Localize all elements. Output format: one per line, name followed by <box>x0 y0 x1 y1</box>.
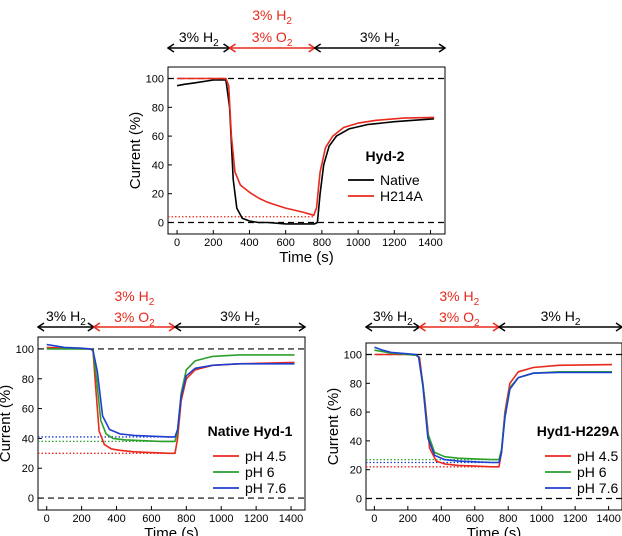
chart-panel-hyd2: 3% H23% H23% O2 3% H20 200 400 600 800 1000 120… <box>127 7 447 266</box>
x-tick-label: 1000 <box>346 237 370 249</box>
y-tick-label: 100 <box>344 350 362 362</box>
phase-label-2: 3% H2 <box>360 29 400 49</box>
phase-label2-1: 3% O2 <box>252 29 293 49</box>
legend-label: Native <box>380 172 420 188</box>
x-tick-label: 1000 <box>529 513 553 525</box>
x-tick-label: 1000 <box>209 513 233 525</box>
phase-arrowhead-right-2 <box>438 43 447 53</box>
phase-arrowhead-left-2 <box>497 322 506 332</box>
x-tick-label: 400 <box>107 513 125 525</box>
x-axis-label: Time (s) <box>279 249 333 266</box>
x-tick-label: 0 <box>174 237 180 249</box>
plot-frame <box>37 336 306 511</box>
x-tick-label: 1200 <box>244 513 268 525</box>
phase-arrowhead-left-0 <box>36 322 45 332</box>
x-tick-label: 1200 <box>382 237 406 249</box>
series-line-ph-6 <box>374 349 612 461</box>
x-tick-label: 0 <box>44 513 50 525</box>
y-tick-label: 40 <box>152 160 164 172</box>
y-tick-label: 20 <box>152 189 164 201</box>
phase-label-2: 3% H2 <box>220 308 260 328</box>
x-tick-label: 800 <box>177 513 195 525</box>
phase-arrowhead-left-1 <box>92 322 101 332</box>
legend-label: pH 4.5 <box>577 448 618 464</box>
y-tick-label: 0 <box>158 217 164 229</box>
series-line-ph-7.6 <box>374 346 612 464</box>
legend-label: pH 6 <box>245 464 275 480</box>
series-line-ph-7.6 <box>46 343 295 438</box>
y-axis-label: Current (%) <box>325 388 342 466</box>
legend-label: pH 6 <box>577 464 607 480</box>
chart-title: Hyd-2 <box>366 148 405 164</box>
phase-arrowhead-left-2 <box>313 43 322 53</box>
phase-arrowhead-left-1 <box>418 322 426 332</box>
phase-arrowhead-right-2 <box>615 322 622 332</box>
phase-arrowhead-left-1 <box>228 43 236 53</box>
chart-panel-hyd1_h229a: 3% H23% H23% O2 3% H20 200 400 600 800 1000 120… <box>325 288 622 536</box>
phase-label-2: 3% H2 <box>541 308 581 328</box>
phase-label-1: 3% H2 <box>115 288 155 308</box>
phase-label2-1: 3% O2 <box>439 309 480 329</box>
y-tick-label: 0 <box>28 493 34 505</box>
y-tick-label: 0 <box>356 493 362 505</box>
phase-arrowhead-left-0 <box>166 43 175 53</box>
x-tick-label: 600 <box>466 513 484 525</box>
plot-frame <box>167 66 446 235</box>
phase-label2-1: 3% O2 <box>114 309 155 329</box>
phase-label-0: 3% H2 <box>179 29 219 49</box>
series-line-h214a <box>177 77 435 217</box>
chart-title: Native Hyd-1 <box>208 423 293 439</box>
phase-arrowhead-right-2 <box>298 322 307 332</box>
series-line-native <box>176 79 435 225</box>
y-tick-label: 40 <box>22 433 34 445</box>
y-tick-label: 80 <box>152 102 164 114</box>
plot-frame <box>365 342 622 511</box>
legend-label: pH 7.6 <box>245 480 286 496</box>
x-tick-label: 800 <box>499 513 517 525</box>
phase-label-0: 3% H2 <box>46 308 86 328</box>
y-tick-label: 20 <box>350 465 362 477</box>
x-axis-label: Time (s) <box>467 525 521 536</box>
x-tick-label: 200 <box>204 237 222 249</box>
x-tick-label: 200 <box>399 513 417 525</box>
y-tick-label: 100 <box>146 74 164 86</box>
x-tick-label: 1200 <box>563 513 587 525</box>
y-tick-label: 60 <box>22 404 34 416</box>
x-tick-label: 1400 <box>596 513 620 525</box>
x-tick-label: 200 <box>72 513 90 525</box>
y-tick-label: 100 <box>16 344 34 356</box>
legend-label: pH 4.5 <box>245 448 286 464</box>
x-tick-label: 600 <box>142 513 160 525</box>
y-tick-label: 20 <box>22 463 34 475</box>
x-tick-label: 0 <box>371 513 377 525</box>
x-tick-label: 1400 <box>279 513 303 525</box>
y-tick-label: 40 <box>350 436 362 448</box>
y-axis-label: Current (%) <box>127 112 144 190</box>
chart-panel-native_hyd1: 3% H23% H23% O2 3% H20 200 400 600 800 1000 120… <box>0 288 307 536</box>
x-tick-label: 400 <box>432 513 450 525</box>
x-axis-label: Time (s) <box>144 525 198 536</box>
y-tick-label: 60 <box>152 131 164 143</box>
x-tick-label: 800 <box>313 237 331 249</box>
x-tick-label: 600 <box>277 237 295 249</box>
y-tick-label: 60 <box>350 407 362 419</box>
phase-arrowhead-left-0 <box>364 322 373 332</box>
phase-label-0: 3% H2 <box>373 308 413 328</box>
phase-arrowhead-left-2 <box>173 322 182 332</box>
y-tick-label: 80 <box>22 374 34 386</box>
y-tick-label: 80 <box>350 378 362 390</box>
legend-label: H214A <box>380 188 423 204</box>
chart-title: Hyd1-H229A <box>537 423 619 439</box>
phase-label-1: 3% H2 <box>439 288 479 308</box>
y-axis-label: Current (%) <box>0 385 14 463</box>
x-tick-label: 1400 <box>418 237 442 249</box>
legend-label: pH 7.6 <box>577 480 618 496</box>
x-tick-label: 400 <box>240 237 258 249</box>
phase-label-1: 3% H2 <box>252 7 292 27</box>
